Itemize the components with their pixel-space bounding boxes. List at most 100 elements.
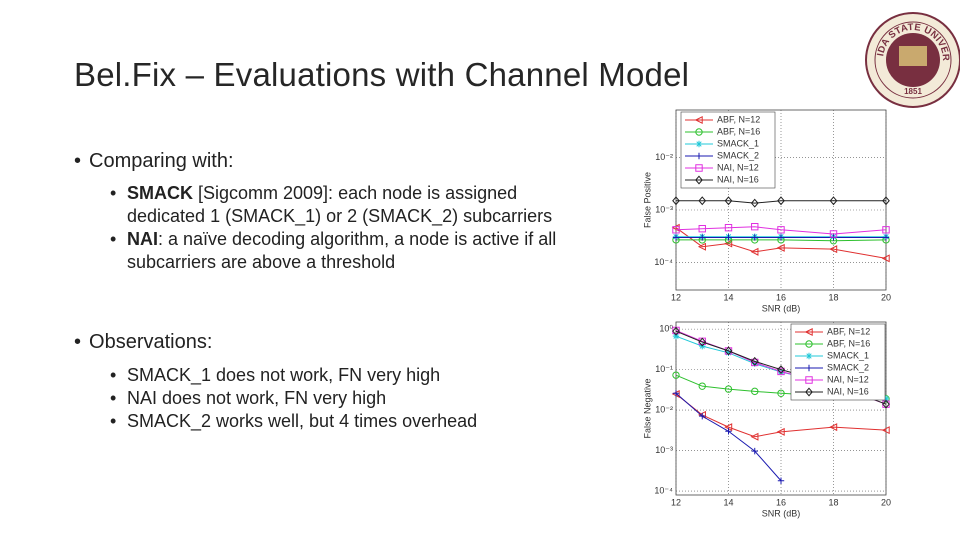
data-point: [672, 390, 680, 397]
legend-label: ABF, N=16: [717, 126, 760, 136]
data-point: [829, 196, 838, 206]
data-point: [698, 225, 706, 233]
logo: FLORIDA STATE UNIVERSITY 1851: [863, 10, 960, 108]
legend-marker: [805, 352, 813, 360]
x-tick-label: 20: [881, 497, 891, 507]
data-point: [672, 332, 680, 340]
x-tick-label: 14: [723, 292, 733, 302]
series-line: [675, 227, 887, 259]
legend-label: NAI, N=16: [827, 386, 869, 396]
bullet: Comparing with:: [74, 150, 234, 173]
data-point: [777, 367, 785, 376]
data-point: [724, 224, 733, 232]
seal-ring: [874, 21, 952, 99]
legend-marker: [694, 115, 703, 125]
data-point: [881, 426, 890, 435]
data-point: [750, 432, 759, 441]
data-point: [777, 365, 785, 375]
data-point: [698, 382, 706, 390]
data-point: [882, 399, 890, 409]
legend-marker: [805, 376, 813, 384]
data-point: [672, 226, 680, 234]
seal-torches: [899, 46, 927, 66]
legend-marker: [805, 364, 813, 372]
series-line: [675, 226, 887, 235]
sub-bullet: SMACK_1 does not work, FN very high: [110, 364, 590, 387]
data-point: [699, 234, 706, 241]
legend-box: [680, 111, 776, 189]
sub-bullet: NAI: a naïve decoding algorithm, a node …: [110, 228, 590, 274]
x-tick-label: 12: [671, 497, 681, 507]
data-point: [751, 360, 758, 367]
data-point: [697, 242, 706, 251]
y-tick-label: 10⁻¹: [655, 364, 673, 374]
data-point: [751, 447, 758, 455]
legend-label: ABF, N=12: [827, 326, 870, 336]
x-tick-label: 12: [671, 292, 681, 302]
data-point: [724, 346, 733, 356]
legend-label: NAI, N=16: [717, 174, 759, 184]
data-point: [750, 356, 759, 366]
bullet-text: [Sigcomm 2009]: each node is assigned de…: [127, 183, 553, 226]
data-point: [776, 427, 785, 436]
data-point: [725, 349, 732, 357]
x-axis-label: SNR (dB): [762, 508, 801, 518]
legend: ABF, N=12 ABF, N=16 SMACK_1 SMACK_2 NAI, N=1…: [790, 323, 886, 401]
data-point: [881, 254, 890, 263]
x-tick-label: 16: [776, 497, 786, 507]
data-point: [725, 428, 732, 435]
legend-marker: [805, 340, 813, 348]
data-point: [724, 385, 733, 393]
bullet: Observations:: [74, 331, 212, 354]
y-axis-label: False Positive: [642, 172, 652, 228]
data-point: [777, 477, 785, 484]
x-tick-label: 18: [828, 497, 838, 507]
sub-bullets: SMACK_1 does not work, FN very high NAI …: [110, 364, 590, 433]
legend-marker: [805, 387, 813, 397]
legend-marker: [804, 327, 813, 337]
data-point: [882, 196, 890, 206]
data-point: [829, 423, 838, 432]
data-point: [882, 395, 890, 403]
legend-label: SMACK_2: [827, 362, 869, 372]
data-point: [777, 368, 785, 376]
legend-box: [790, 323, 886, 401]
data-point: [698, 196, 707, 206]
data-point: [751, 234, 758, 241]
legend-marker: [695, 164, 703, 172]
legend-label: SMACK_1: [827, 350, 869, 360]
x-tick-label: 18: [828, 292, 838, 302]
data-point: [777, 389, 785, 397]
y-tick-label: 10⁻²: [655, 404, 673, 414]
legend-marker: [695, 128, 703, 136]
chart: 12 14 16 18 20 10⁻⁴ 10⁻³ 10⁻² 10⁻¹ 10⁰ SNR (dB) Fal…: [642, 321, 891, 518]
data-point: [725, 234, 732, 241]
y-tick-label: 10⁻³: [655, 445, 673, 455]
bold-term: SMACK: [127, 183, 193, 203]
series-line: [676, 200, 886, 204]
y-tick-label: 10⁻³: [655, 204, 673, 214]
data-point: [776, 243, 785, 252]
y-tick-label: 10⁰: [659, 324, 673, 334]
y-tick-label: 10⁻⁴: [654, 257, 673, 267]
y-tick-label: 10⁻²: [655, 152, 673, 162]
data-point: [750, 198, 759, 208]
x-tick-label: 20: [881, 292, 891, 302]
data-point: [777, 196, 785, 206]
legend-label: SMACK_1: [717, 138, 759, 148]
data-point: [672, 234, 680, 241]
data-point: [777, 234, 785, 241]
data-point: [672, 326, 680, 336]
data-point: [672, 196, 680, 206]
bold-term: NAI: [127, 229, 158, 249]
legend: ABF, N=12 ABF, N=16 SMACK_1 SMACK_2 NAI, N=1…: [680, 111, 776, 189]
legend-marker: [695, 140, 703, 148]
y-tick-label: 10⁻⁴: [654, 485, 673, 495]
legend-label: ABF, N=16: [827, 338, 870, 348]
data-point: [829, 230, 838, 238]
data-point: [698, 337, 707, 347]
slide-title: Bel.Fix – Evaluations with Channel Model: [74, 56, 690, 93]
legend-marker: [695, 175, 703, 185]
data-point: [724, 239, 733, 248]
